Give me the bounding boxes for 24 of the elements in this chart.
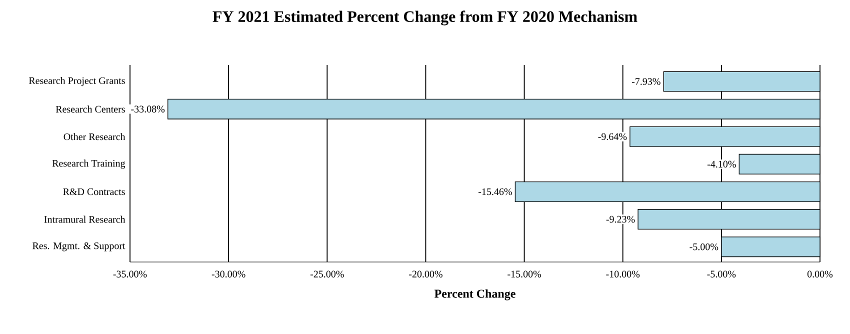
data-label: -7.93% <box>632 78 660 85</box>
x-tick-label: -30.00% <box>212 270 246 278</box>
x-axis-title: Percent Change <box>434 289 516 300</box>
y-tick-label: Research Project Grants <box>28 76 125 86</box>
y-tick-label: Other Research <box>64 133 126 140</box>
data-label: -33.08% <box>131 106 165 112</box>
x-tick-label: -20.00% <box>409 270 442 278</box>
y-tick-label: Research Centers <box>56 106 125 113</box>
data-label: -15.46% <box>478 188 512 196</box>
y-tick-label: Res. Mgmt. & Support <box>32 242 126 252</box>
x-tick-label: -35.00% <box>113 270 147 278</box>
x-tick-label: 0.00% <box>807 270 833 278</box>
data-label: -9.23% <box>606 216 635 223</box>
data-label: -9.64% <box>598 133 627 140</box>
y-tick-label: R&D Contracts <box>63 188 125 196</box>
data-label: -4.10% <box>707 160 736 168</box>
chart-title: FY 2021 Estimated Percent Change from FY 2020 Mechanism <box>212 10 638 26</box>
y-tick-label: Research Training <box>52 160 126 169</box>
data-label: -5.00% <box>690 243 718 250</box>
x-tick-label: -25.00% <box>310 270 344 278</box>
x-tick-label: -10.00% <box>606 270 640 278</box>
y-tick-label: Intramural Research <box>44 216 126 223</box>
x-tick-label: -15.00% <box>508 270 542 278</box>
x-tick-label: -5.00% <box>707 270 736 278</box>
